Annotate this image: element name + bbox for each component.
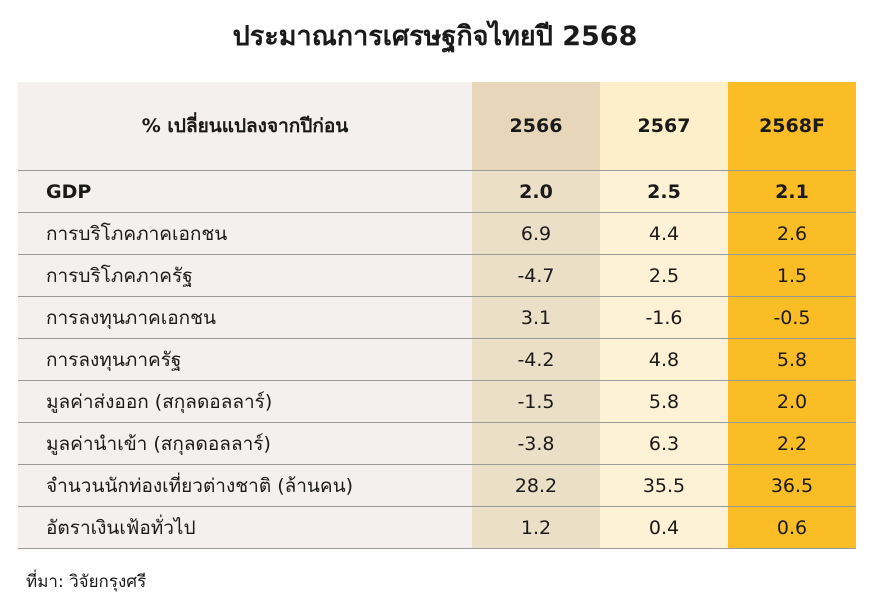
cell: 6.9 (472, 212, 600, 255)
row-label: % เปลี่ยนแปลงจากปีก่อน (18, 82, 472, 171)
table-row: การบริโภคภาคเอกชน 6.9 4.4 2.6 (18, 212, 856, 255)
cell: -1.6 (600, 296, 728, 339)
cell: 0.4 (600, 506, 728, 549)
cell: 5.8 (728, 338, 856, 381)
row-label: การลงทุนภาคเอกชน (18, 296, 472, 339)
cell: 2.5 (600, 170, 728, 213)
cell: 28.2 (472, 464, 600, 507)
title: ประมาณการเศรษฐกิจไทยปี 2568 (232, 21, 638, 52)
row-label: GDP (18, 170, 472, 213)
cell: 2567 (600, 82, 728, 171)
cell: 36.5 (728, 464, 856, 507)
cell: 2.2 (728, 422, 856, 465)
cell: 0.6 (728, 506, 856, 549)
cell: 5.8 (600, 380, 728, 423)
table-row: การลงทุนภาครัฐ -4.2 4.8 5.8 (18, 338, 856, 381)
cell: 1.2 (472, 506, 600, 549)
cell: 35.5 (600, 464, 728, 507)
cell: -3.8 (472, 422, 600, 465)
cell: -1.5 (472, 380, 600, 423)
cell: 4.8 (600, 338, 728, 381)
table-row: จำนวนนักท่องเที่ยวต่างชาติ (ล้านคน) 28.2 3… (18, 464, 856, 507)
table-row: GDP 2.0 2.5 2.1 (18, 170, 856, 213)
row-label: อัตราเงินเฟ้อทั่วไป (18, 506, 472, 549)
cell: 2.0 (728, 380, 856, 423)
row-label: การบริโภคภาครัฐ (18, 254, 472, 297)
table-row: อัตราเงินเฟ้อทั่วไป 1.2 0.4 0.6 (18, 506, 856, 549)
header-row: % เปลี่ยนแปลงจากปีก่อน 2566 2567 2568F (18, 82, 856, 171)
forecast-table: % เปลี่ยนแปลงจากปีก่อน 2566 2567 2568F GDP 2.… (18, 82, 856, 549)
cell: -4.2 (472, 338, 600, 381)
row-label: จำนวนนักท่องเที่ยวต่างชาติ (ล้านคน) (18, 464, 472, 507)
cell: 3.1 (472, 296, 600, 339)
row-label: การลงทุนภาครัฐ (18, 338, 472, 381)
source: ที่มา: วิจัยกรุงศรี (26, 572, 147, 592)
cell: 2.1 (728, 170, 856, 213)
row-label: มูลค่านำเข้า (สกุลดอลลาร์) (18, 422, 472, 465)
cell: 2.0 (472, 170, 600, 213)
cell: -0.5 (728, 296, 856, 339)
row-label: มูลค่าส่งออก (สกุลดอลลาร์) (18, 380, 472, 423)
table-row: การลงทุนภาคเอกชน 3.1 -1.6 -0.5 (18, 296, 856, 339)
cell: -4.7 (472, 254, 600, 297)
cell: 1.5 (728, 254, 856, 297)
cell: 2.6 (728, 212, 856, 255)
table-row: มูลค่าส่งออก (สกุลดอลลาร์) -1.5 5.8 2.0 (18, 380, 856, 423)
table-row: มูลค่านำเข้า (สกุลดอลลาร์) -3.8 6.3 2.2 (18, 422, 856, 465)
cell: 2566 (472, 82, 600, 171)
cell: 2568F (728, 82, 856, 171)
row-label: การบริโภคภาคเอกชน (18, 212, 472, 255)
cell: 2.5 (600, 254, 728, 297)
table-row: การบริโภคภาครัฐ -4.7 2.5 1.5 (18, 254, 856, 297)
cell: 6.3 (600, 422, 728, 465)
cell: 4.4 (600, 212, 728, 255)
